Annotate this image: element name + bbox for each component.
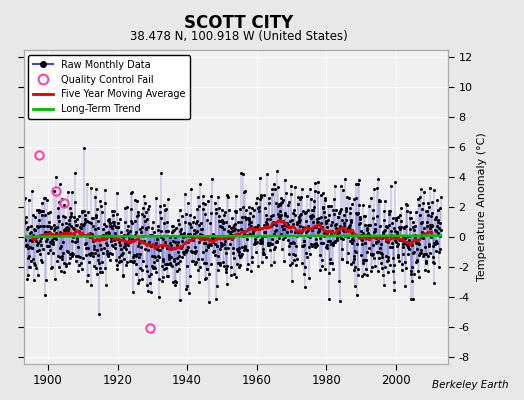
Text: 38.478 N, 100.918 W (United States): 38.478 N, 100.918 W (United States) xyxy=(129,30,347,43)
Y-axis label: Temperature Anomaly (°C): Temperature Anomaly (°C) xyxy=(477,133,487,281)
Legend: Raw Monthly Data, Quality Control Fail, Five Year Moving Average, Long-Term Tren: Raw Monthly Data, Quality Control Fail, … xyxy=(28,55,190,119)
Text: SCOTT CITY: SCOTT CITY xyxy=(184,14,293,32)
Text: Berkeley Earth: Berkeley Earth xyxy=(432,380,508,390)
